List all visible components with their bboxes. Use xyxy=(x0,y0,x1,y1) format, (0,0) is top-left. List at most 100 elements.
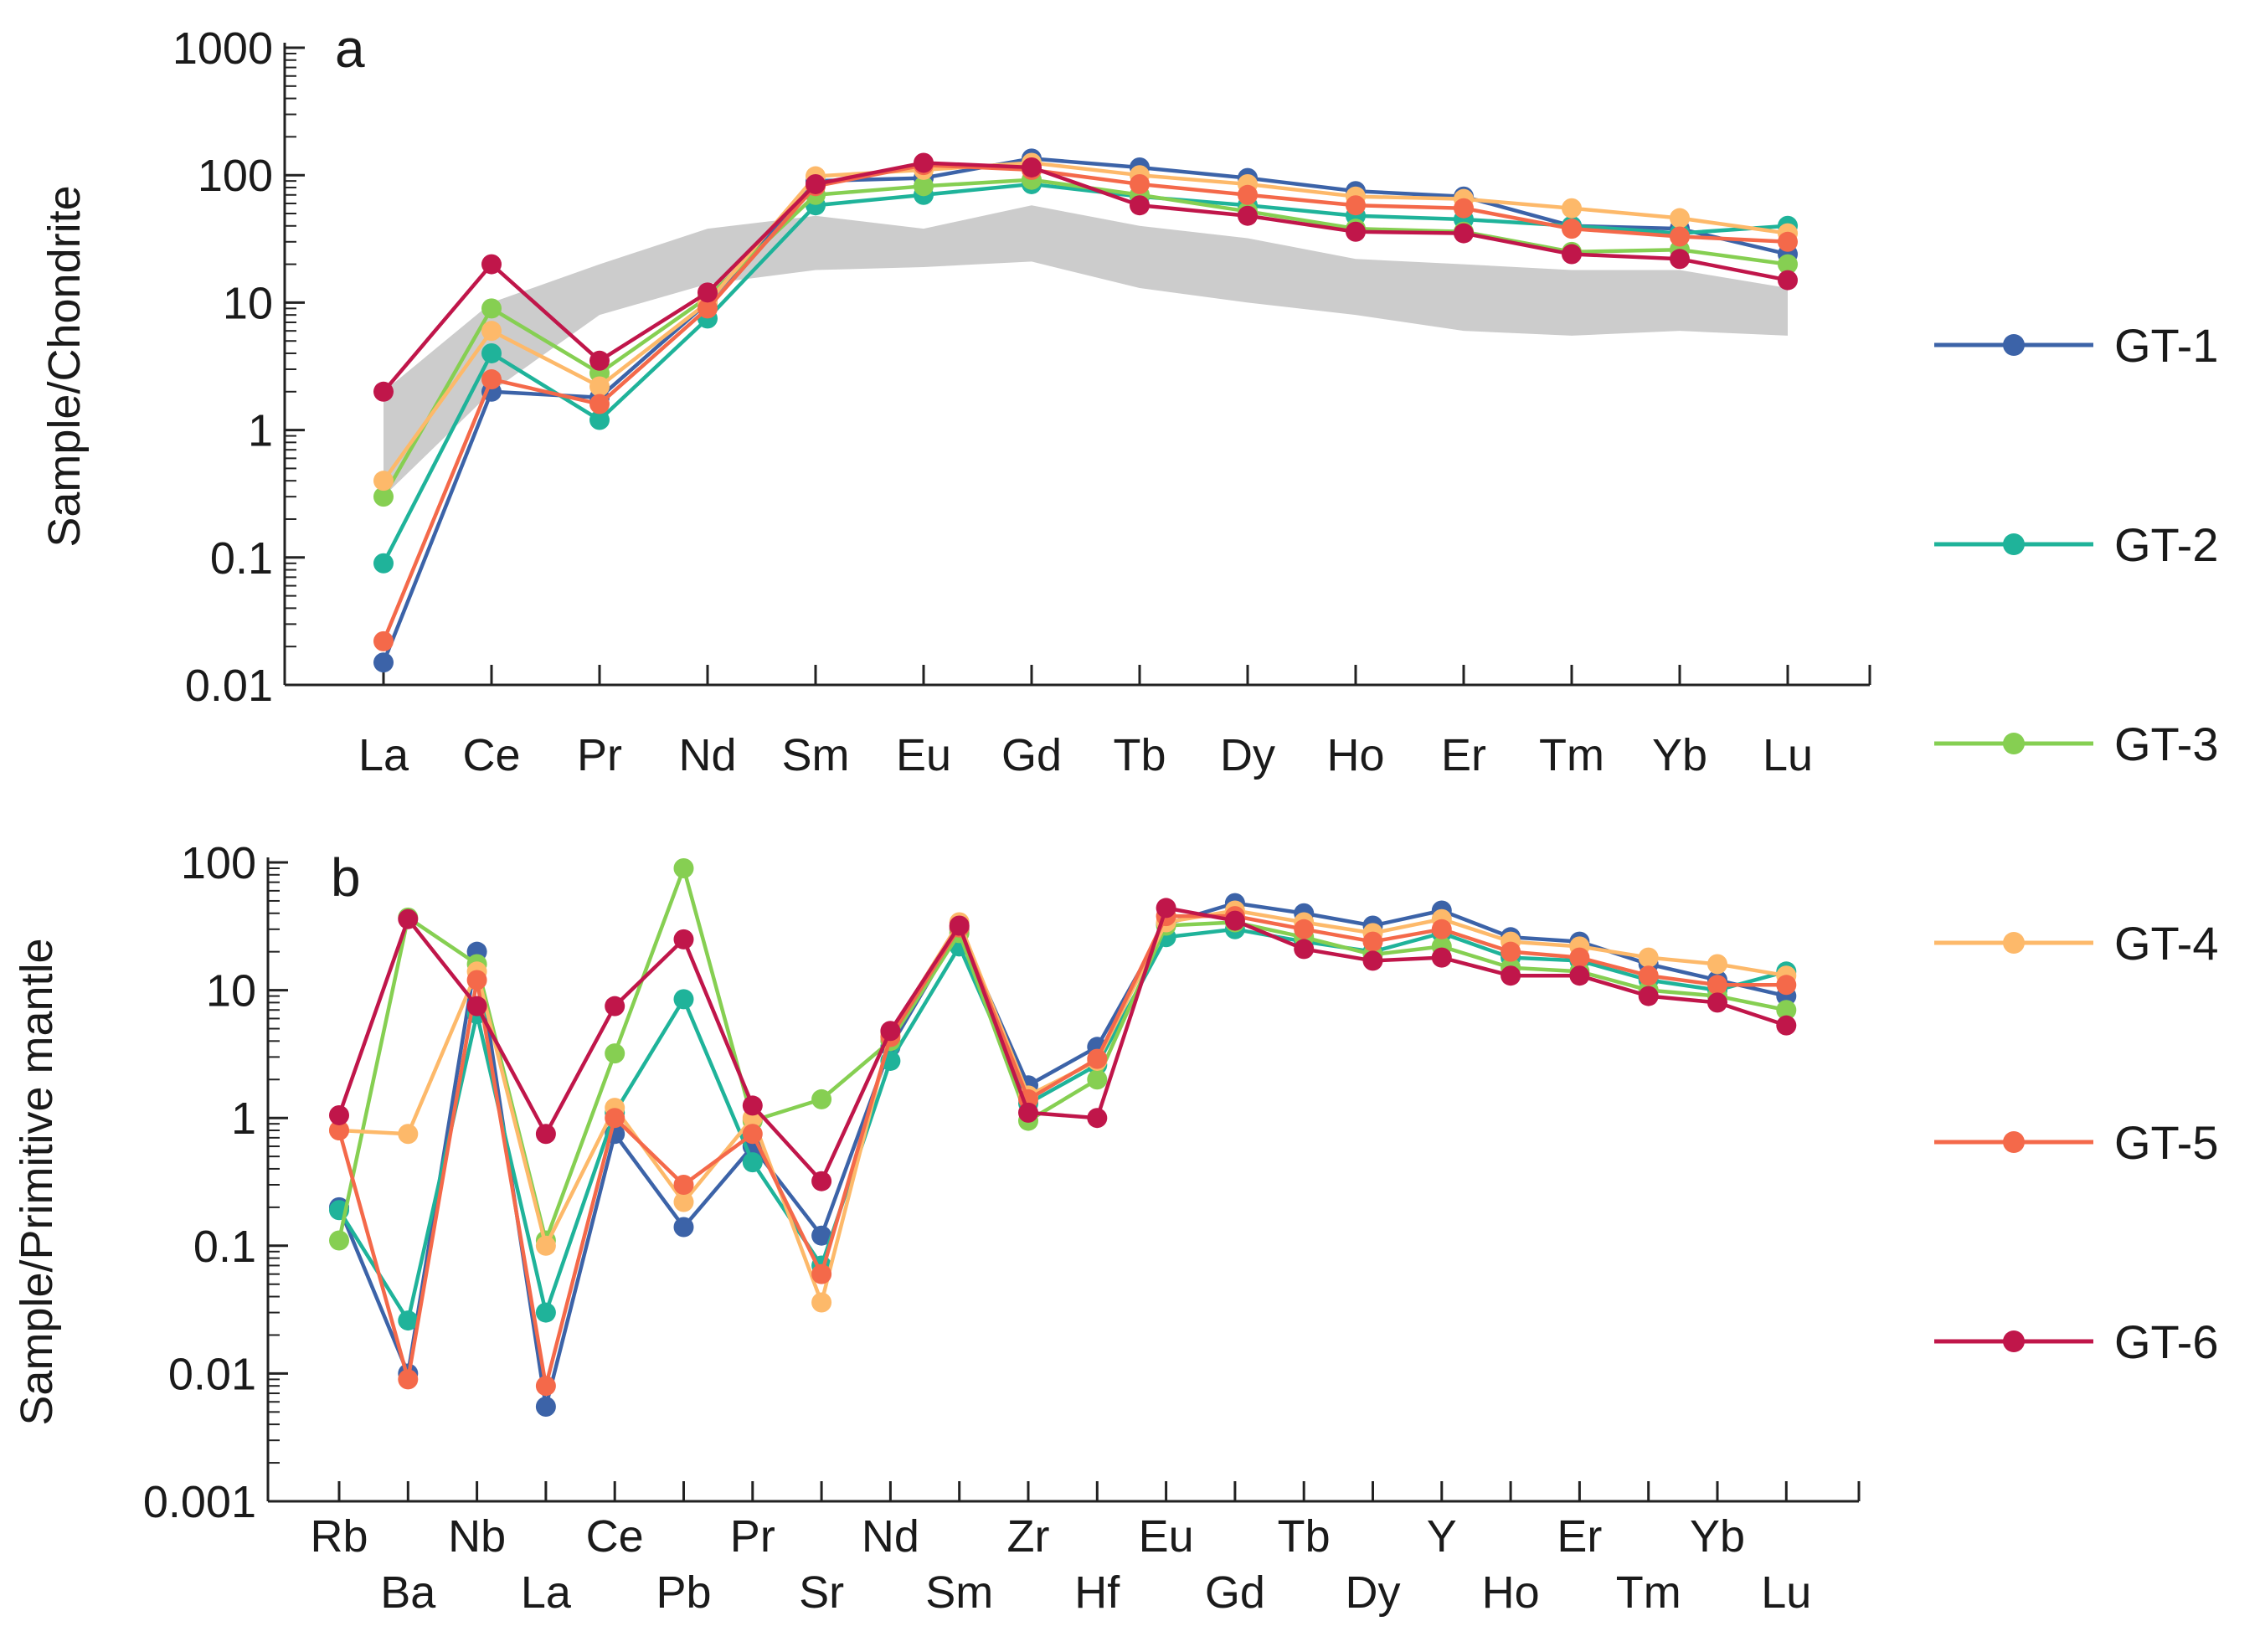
x-tick-label-nb: Nb xyxy=(448,1511,506,1562)
point-gt-5-er xyxy=(1569,947,1590,968)
x-tick-label-ce: Ce xyxy=(462,730,520,780)
x-tick-label-eu: Eu xyxy=(1139,1511,1194,1562)
series-line-gt-5 xyxy=(381,162,1789,642)
y-tick-label-100: 100 xyxy=(181,838,256,888)
point-gt-5-nb xyxy=(466,970,487,991)
x-tick-label-ce: Ce xyxy=(586,1511,644,1562)
x-tick-label-ba: Ba xyxy=(380,1567,436,1618)
point-gt-6-dy xyxy=(1238,205,1258,226)
point-gt-3-ce xyxy=(605,1043,625,1064)
point-gt-6-dy xyxy=(1362,950,1383,971)
y-tick-label-100: 100 xyxy=(198,151,273,201)
legend-marker-gt-4 xyxy=(2003,932,2025,954)
point-gt-6-nb xyxy=(466,996,487,1016)
x-tick-label-y: Y xyxy=(1427,1511,1457,1562)
x-tick-label-sm: Sm xyxy=(782,730,850,780)
point-gt-3-pb xyxy=(673,857,694,878)
x-tick-label-tb: Tb xyxy=(1113,730,1166,780)
legend-marker-gt-1 xyxy=(2003,334,2025,356)
point-gt-5-y xyxy=(1431,919,1452,939)
series-line-gt-6 xyxy=(337,906,1788,1183)
point-gt-6-ce xyxy=(481,254,502,275)
point-gt-6-tb xyxy=(1294,939,1315,960)
point-gt-1-pb xyxy=(673,1217,694,1238)
point-gt-3-rb xyxy=(329,1230,349,1251)
x-tick-label-lu: Lu xyxy=(1763,730,1813,780)
point-gt-5-hf xyxy=(1087,1048,1108,1069)
point-gt-6-y xyxy=(1431,947,1452,968)
point-gt-5-la xyxy=(373,630,394,651)
point-gt-6-gd xyxy=(1224,910,1245,931)
point-gt-1-la xyxy=(373,652,394,673)
point-gt-6-ce xyxy=(605,996,625,1016)
x-tick-label-pb: Pb xyxy=(656,1567,711,1618)
point-gt-3-hf xyxy=(1087,1069,1108,1090)
point-gt-4-ce xyxy=(481,321,502,342)
point-gt-2-pr xyxy=(742,1152,763,1173)
point-gt-6-hf xyxy=(1087,1108,1108,1129)
point-gt-4-yb xyxy=(1707,954,1727,975)
panel-b-primitive-mantle-plot: 0.001 0.01 0.1 1 10 100 Sample/Primitive mantl… xyxy=(12,838,1861,1618)
legend-marker-gt-2 xyxy=(2003,533,2025,555)
point-gt-5-yb xyxy=(1707,975,1727,996)
point-gt-6-tb xyxy=(1130,195,1150,216)
panel-a-chondrite-plot: 0.01 0.1 1 10 100 1000 Sample/Chondrite a La Ce Pr… xyxy=(39,18,1871,780)
point-gt-5-pr xyxy=(589,394,610,414)
x-tick-label-la: La xyxy=(358,730,409,780)
y-tick-label-0-1: 0.1 xyxy=(193,1222,256,1272)
legend-marker-gt-3 xyxy=(2003,733,2025,754)
point-gt-6-eu xyxy=(914,152,934,173)
point-gt-4-tm xyxy=(1638,947,1659,968)
point-gt-5-la xyxy=(535,1376,556,1397)
point-gt-6-la xyxy=(535,1124,556,1145)
legend-label-gt-4: GT-4 xyxy=(2114,917,2218,970)
point-gt-5-lu xyxy=(1778,231,1798,252)
point-gt-4-sr xyxy=(811,1292,832,1313)
point-gt-6-pr xyxy=(742,1095,763,1116)
x-tick-label-gd: Gd xyxy=(1205,1567,1265,1618)
point-gt-4-pr xyxy=(589,376,610,397)
point-gt-2-pb xyxy=(673,989,694,1010)
x-tick-label-tm: Tm xyxy=(1539,730,1604,780)
point-gt-5-yb xyxy=(1670,226,1690,247)
point-gt-5-tb xyxy=(1130,173,1150,194)
point-gt-3-ce xyxy=(481,298,502,319)
point-gt-1-sr xyxy=(811,1225,832,1246)
point-gt-5-tm xyxy=(1562,219,1582,239)
y-tick-label-0-001: 0.001 xyxy=(143,1477,256,1527)
y-tick-label-1000: 1000 xyxy=(172,23,273,74)
point-gt-6-la xyxy=(373,381,394,402)
y-axis-title: Sample/Primitive mantle xyxy=(12,938,62,1425)
x-tick-label-zr: Zr xyxy=(1007,1511,1050,1562)
x-tick-label-dy: Dy xyxy=(1220,730,1275,780)
legend-label-gt-2: GT-2 xyxy=(2114,518,2218,571)
x-tick-label-er: Er xyxy=(1441,730,1486,780)
point-gt-4-tm xyxy=(1562,198,1582,219)
point-gt-5-ce xyxy=(481,369,502,390)
point-gt-6-zr xyxy=(1018,1102,1038,1123)
y-tick-label-0-01: 0.01 xyxy=(168,1349,256,1399)
point-gt-2-pr xyxy=(589,409,610,430)
point-gt-3-lu xyxy=(1778,254,1798,275)
point-gt-5-nd xyxy=(698,298,718,319)
point-gt-6-nd xyxy=(698,282,718,303)
x-tick-label-pr: Pr xyxy=(730,1511,775,1562)
point-gt-1-la xyxy=(535,1397,556,1418)
point-gt-3-lu xyxy=(1776,1000,1797,1021)
point-gt-5-dy xyxy=(1362,931,1383,952)
y-tick-label-0-01: 0.01 xyxy=(185,661,273,711)
point-gt-5-ho xyxy=(1501,941,1521,962)
point-gt-5-er xyxy=(1454,198,1474,219)
x-tick-label-eu: Eu xyxy=(896,730,951,780)
point-gt-6-lu xyxy=(1776,1015,1797,1036)
x-tick-label-dy: Dy xyxy=(1346,1567,1401,1618)
series-line-gt-3 xyxy=(337,866,1787,1243)
series-line-gt-4 xyxy=(382,161,1789,482)
y-tick-label-10: 10 xyxy=(223,278,273,328)
x-tick-label-pr: Pr xyxy=(577,730,622,780)
series-line-gt-1 xyxy=(381,157,1789,664)
point-gt-3-sr xyxy=(811,1088,832,1109)
point-gt-6-er xyxy=(1569,965,1590,986)
point-gt-6-eu xyxy=(1156,898,1176,919)
legend-label-gt-5: GT-5 xyxy=(2114,1116,2218,1169)
